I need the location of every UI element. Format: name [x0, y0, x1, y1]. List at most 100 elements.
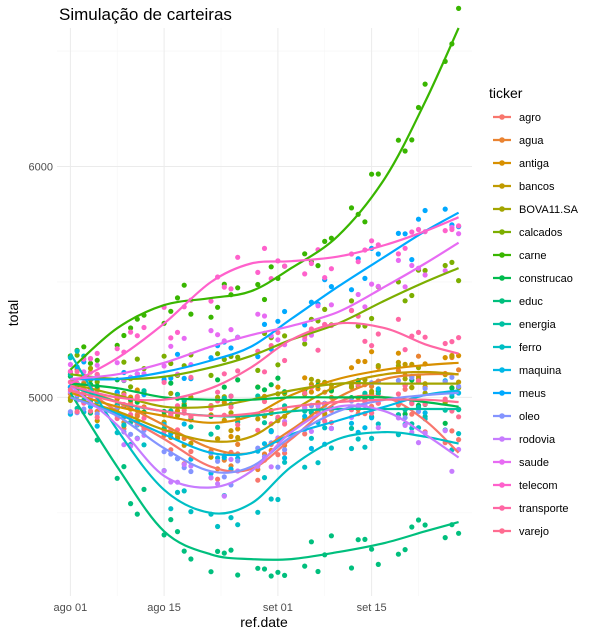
point-varejo [322, 418, 328, 424]
legend-label: bancos [519, 181, 555, 193]
legend-item-varejo: varejo [493, 526, 549, 538]
trend-lines [69, 27, 460, 561]
x-tick-label: ago 15 [147, 602, 181, 614]
legend-label: agua [519, 135, 544, 147]
point-telecom [369, 238, 375, 244]
legend: agro agua antiga bancos BOVA11.SA calcados car… [493, 112, 579, 538]
legend-key-point [499, 505, 505, 511]
point-energia [362, 390, 368, 396]
point-construcao [442, 420, 448, 426]
point-ferro [375, 421, 381, 427]
point-ferro [369, 435, 375, 441]
legend-label: maquina [519, 365, 562, 377]
point-saude [94, 362, 100, 368]
trend-line-transporte [70, 321, 459, 402]
point-oleo [402, 415, 408, 421]
legend-key-point [499, 137, 505, 143]
point-transporte [74, 369, 80, 375]
legend-item-oleo: oleo [493, 411, 540, 423]
point-telecom [449, 226, 455, 233]
point-telecom [442, 228, 448, 234]
point-meus [409, 257, 415, 263]
point-varejo [228, 404, 234, 410]
point-meus [174, 351, 181, 357]
point-oleo [449, 374, 455, 380]
point-bancos [215, 436, 221, 442]
point-varejo [134, 393, 140, 399]
trend-line-calcados [70, 267, 460, 381]
point-transporte [282, 357, 288, 364]
point-maquina [362, 425, 368, 431]
point-saude [208, 328, 214, 334]
point-energia [174, 391, 181, 397]
legend-key-point [499, 298, 505, 304]
point-transporte [369, 343, 375, 349]
point-calcados [369, 315, 375, 322]
point-oleo [221, 474, 227, 480]
point-educ [268, 573, 274, 579]
point-bova11-sa [168, 390, 174, 396]
point-educ [168, 517, 174, 523]
point-educ [362, 536, 368, 543]
point-bova11-sa [87, 365, 94, 371]
point-educ [348, 565, 355, 571]
legend-key-point [499, 413, 505, 419]
point-saude [275, 337, 281, 343]
point-transporte [161, 379, 167, 385]
point-rodovia [268, 464, 274, 470]
point-oleo [282, 447, 288, 453]
x-axis-title: ref.date [240, 614, 288, 630]
point-energia [215, 424, 221, 430]
point-construcao [255, 384, 261, 390]
point-saude [422, 272, 428, 278]
legend-item-carne: carne [493, 250, 547, 262]
trend-line-meus [70, 211, 460, 381]
point-carne [121, 332, 127, 339]
y-tick-label: 5000 [29, 392, 53, 404]
point-oleo [215, 458, 221, 464]
point-saude [409, 262, 415, 269]
point-telecom [322, 275, 328, 281]
point-bova11-sa [375, 363, 381, 369]
point-educ [328, 533, 334, 539]
y-tick-label: 6000 [29, 162, 53, 174]
legend-item-maquina: maquina [493, 365, 562, 377]
point-rodovia [442, 428, 448, 434]
point-carne [87, 360, 94, 366]
legend-key-point [499, 229, 505, 235]
point-telecom [94, 350, 100, 356]
legend-label: ferro [519, 342, 542, 354]
point-agua [456, 367, 462, 373]
legend-item-bova11-sa: BOVA11.SA [493, 204, 579, 216]
legend-item-educ: educ [493, 296, 543, 308]
point-telecom [128, 329, 134, 335]
legend-label: telecom [519, 480, 558, 492]
point-saude [168, 343, 174, 349]
point-transporte [402, 347, 408, 353]
point-oleo [275, 464, 281, 470]
point-bancos [235, 434, 241, 441]
point-bova11-sa [228, 410, 234, 416]
point-carne [362, 219, 368, 225]
legend-key-point [499, 183, 505, 189]
point-transporte [315, 347, 321, 353]
point-ferro [275, 496, 281, 503]
point-maquina [348, 420, 355, 426]
point-ferro [121, 422, 127, 428]
point-bancos [402, 361, 408, 367]
point-telecom [235, 254, 241, 260]
point-antiga [442, 355, 448, 361]
point-saude [456, 231, 462, 237]
point-transporte [275, 329, 281, 336]
point-telecom [409, 229, 415, 235]
point-maquina [282, 455, 288, 461]
legend-item-construcao: construcao [493, 273, 573, 285]
point-oleo [188, 468, 194, 475]
trend-line-telecom [69, 216, 460, 385]
point-educ [134, 511, 140, 517]
point-carne [208, 314, 214, 320]
point-energia [348, 425, 355, 431]
point-calcados [134, 356, 140, 362]
point-carne [375, 171, 381, 177]
legend-key-point [499, 482, 505, 488]
